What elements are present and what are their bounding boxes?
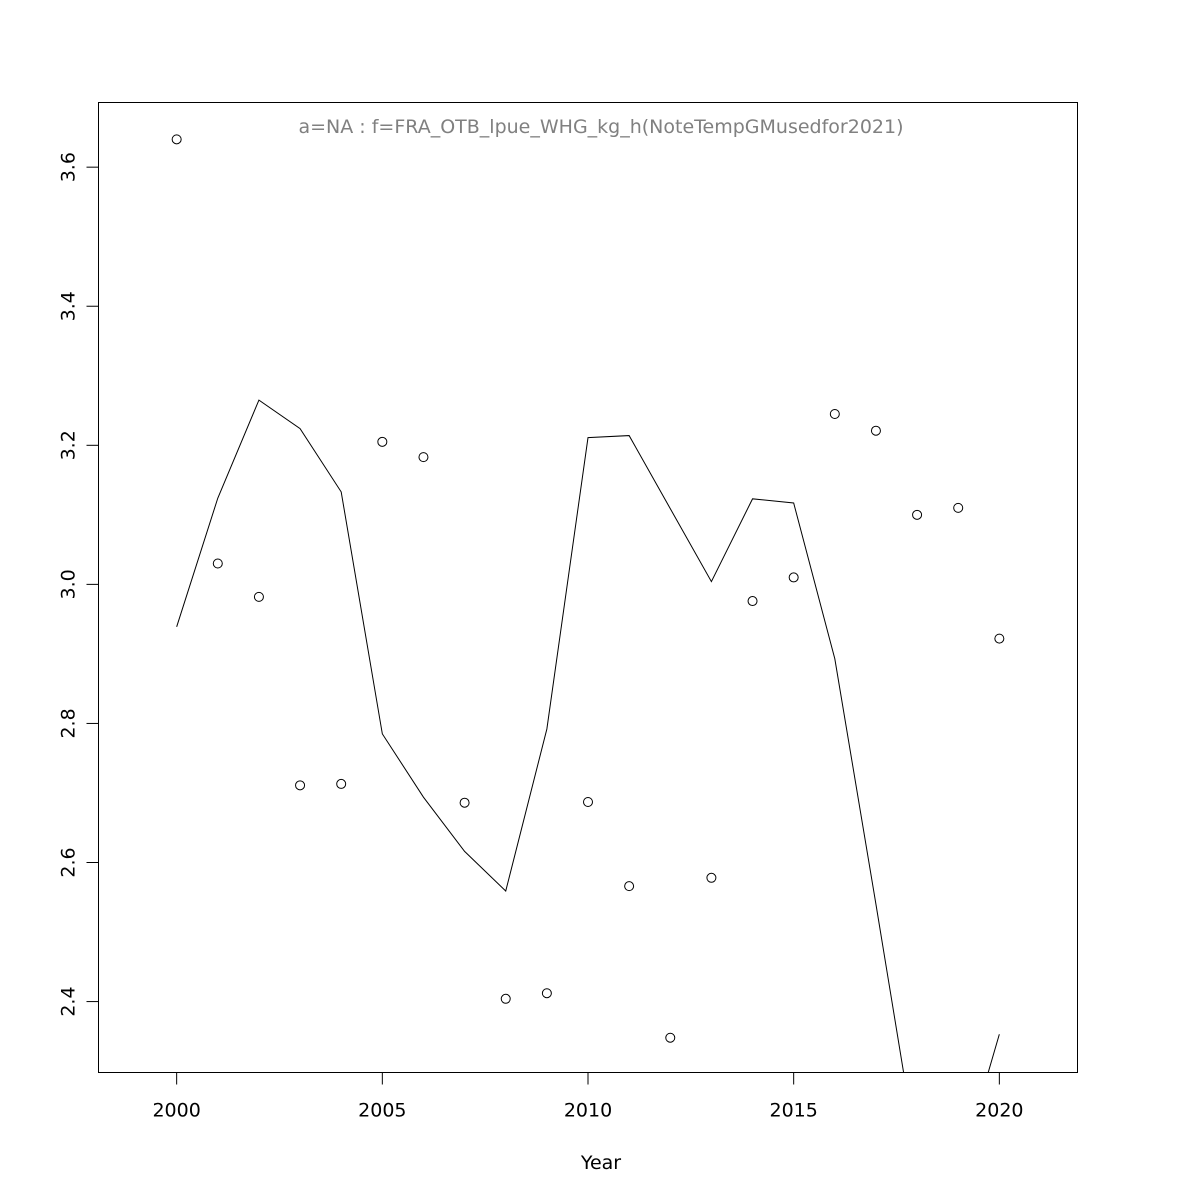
data-points-group (171, 134, 1005, 1043)
y-tick-label: 3.6 (58, 152, 80, 182)
data-point (870, 425, 881, 436)
x-axis: 2000 2005 2010 2015 2020 (152, 1072, 1024, 1122)
y-tick-label: 3.0 (58, 569, 80, 599)
data-point (171, 134, 182, 145)
x-tick-label: 2010 (564, 1100, 612, 1122)
y-tick-label: 2.8 (58, 708, 80, 738)
data-point (747, 596, 758, 607)
trend-line-group (176, 399, 1000, 1073)
y-tick-label: 3.4 (58, 291, 80, 321)
plot-frame (98, 102, 1078, 1073)
y-tick-label: 2.4 (58, 986, 80, 1016)
x-axis-label: Year (580, 1152, 621, 1174)
data-point (788, 572, 799, 583)
data-point (953, 502, 964, 513)
chart-title: a=NA : f=FRA_OTB_lpue_WHG_kg_h(NoteTempG… (298, 116, 903, 138)
data-point (212, 558, 223, 569)
data-point (336, 778, 347, 789)
y-tick-label: 2.6 (58, 847, 80, 877)
data-point (459, 797, 470, 808)
data-point (665, 1032, 676, 1043)
data-point (912, 509, 923, 520)
data-point (994, 633, 1005, 644)
data-point (418, 452, 429, 463)
y-tick-label: 3.2 (58, 430, 80, 460)
data-point (541, 988, 552, 999)
data-point (295, 780, 306, 791)
x-tick-label: 2005 (358, 1100, 406, 1122)
data-point (706, 872, 717, 883)
x-tick-label: 2015 (769, 1100, 817, 1122)
data-point (829, 409, 840, 420)
y-axis: 2.4 2.6 2.8 3.0 3.2 3.4 3.6 (58, 152, 99, 1017)
data-point (253, 591, 264, 602)
x-tick-label: 2020 (975, 1100, 1023, 1122)
trend-line (176, 399, 1000, 1073)
data-point (583, 797, 593, 808)
data-point (500, 993, 511, 1004)
data-point (377, 436, 388, 447)
x-tick-label: 2000 (152, 1100, 200, 1122)
data-point (624, 881, 635, 892)
